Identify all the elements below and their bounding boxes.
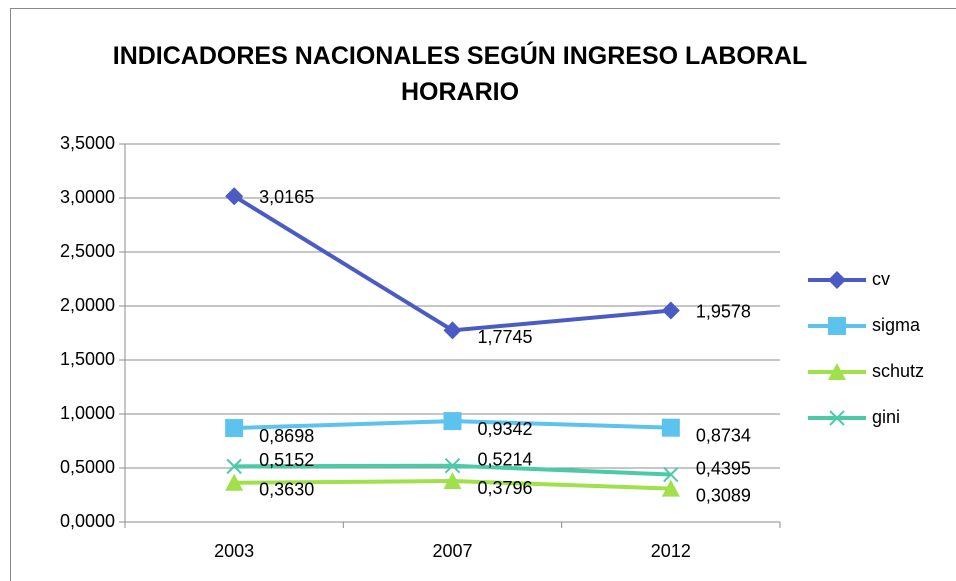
legend-label: schutz: [872, 361, 924, 381]
chart-border: [10, 8, 956, 581]
y-tick-label: 0,0000: [60, 511, 115, 531]
marker: [661, 418, 680, 437]
marker: [663, 466, 679, 483]
marker: [225, 419, 244, 438]
marker: [443, 472, 462, 490]
legend-label: gini: [872, 407, 900, 427]
x-tick-label: 2007: [432, 541, 472, 561]
y-tick-label: 1,5000: [60, 349, 115, 369]
data-label: 1,7745: [478, 327, 533, 347]
data-label: 3,0165: [259, 187, 314, 207]
marker: [225, 473, 244, 491]
marker: [661, 479, 680, 497]
marker: [225, 187, 244, 206]
data-label: 0,4395: [696, 458, 751, 478]
marker: [828, 363, 846, 380]
marker: [443, 321, 462, 340]
data-label: 0,3630: [259, 480, 314, 500]
marker: [661, 301, 680, 320]
data-label: 0,9342: [478, 419, 533, 439]
marker: [829, 410, 845, 426]
marker: [828, 317, 846, 335]
legend-label: sigma: [872, 315, 921, 335]
chart-title: INDICADORES NACIONALES SEGÚN INGRESO LAB…: [112, 42, 808, 106]
data-label: 0,8698: [259, 426, 314, 446]
data-label: 0,8734: [696, 425, 751, 445]
data-label: 0,5214: [478, 449, 533, 469]
marker: [226, 458, 242, 475]
x-tick-label: 2012: [651, 541, 691, 561]
y-tick-label: 1,0000: [60, 403, 115, 423]
x-tick-label: 2003: [214, 541, 254, 561]
data-label: 1,9578: [696, 301, 751, 321]
legend-label: cv: [872, 269, 890, 289]
y-tick-label: 2,5000: [60, 241, 115, 261]
marker: [444, 457, 461, 474]
y-tick-label: 3,0000: [60, 187, 115, 207]
marker: [443, 412, 462, 431]
y-tick-label: 3,5000: [60, 133, 115, 153]
y-tick-label: 0,5000: [60, 457, 115, 477]
data-label: 0,3796: [478, 478, 533, 498]
data-label: 0,5152: [259, 450, 314, 470]
data-label: 0,3089: [696, 485, 751, 505]
marker: [828, 271, 846, 289]
y-tick-label: 2,0000: [60, 295, 115, 315]
